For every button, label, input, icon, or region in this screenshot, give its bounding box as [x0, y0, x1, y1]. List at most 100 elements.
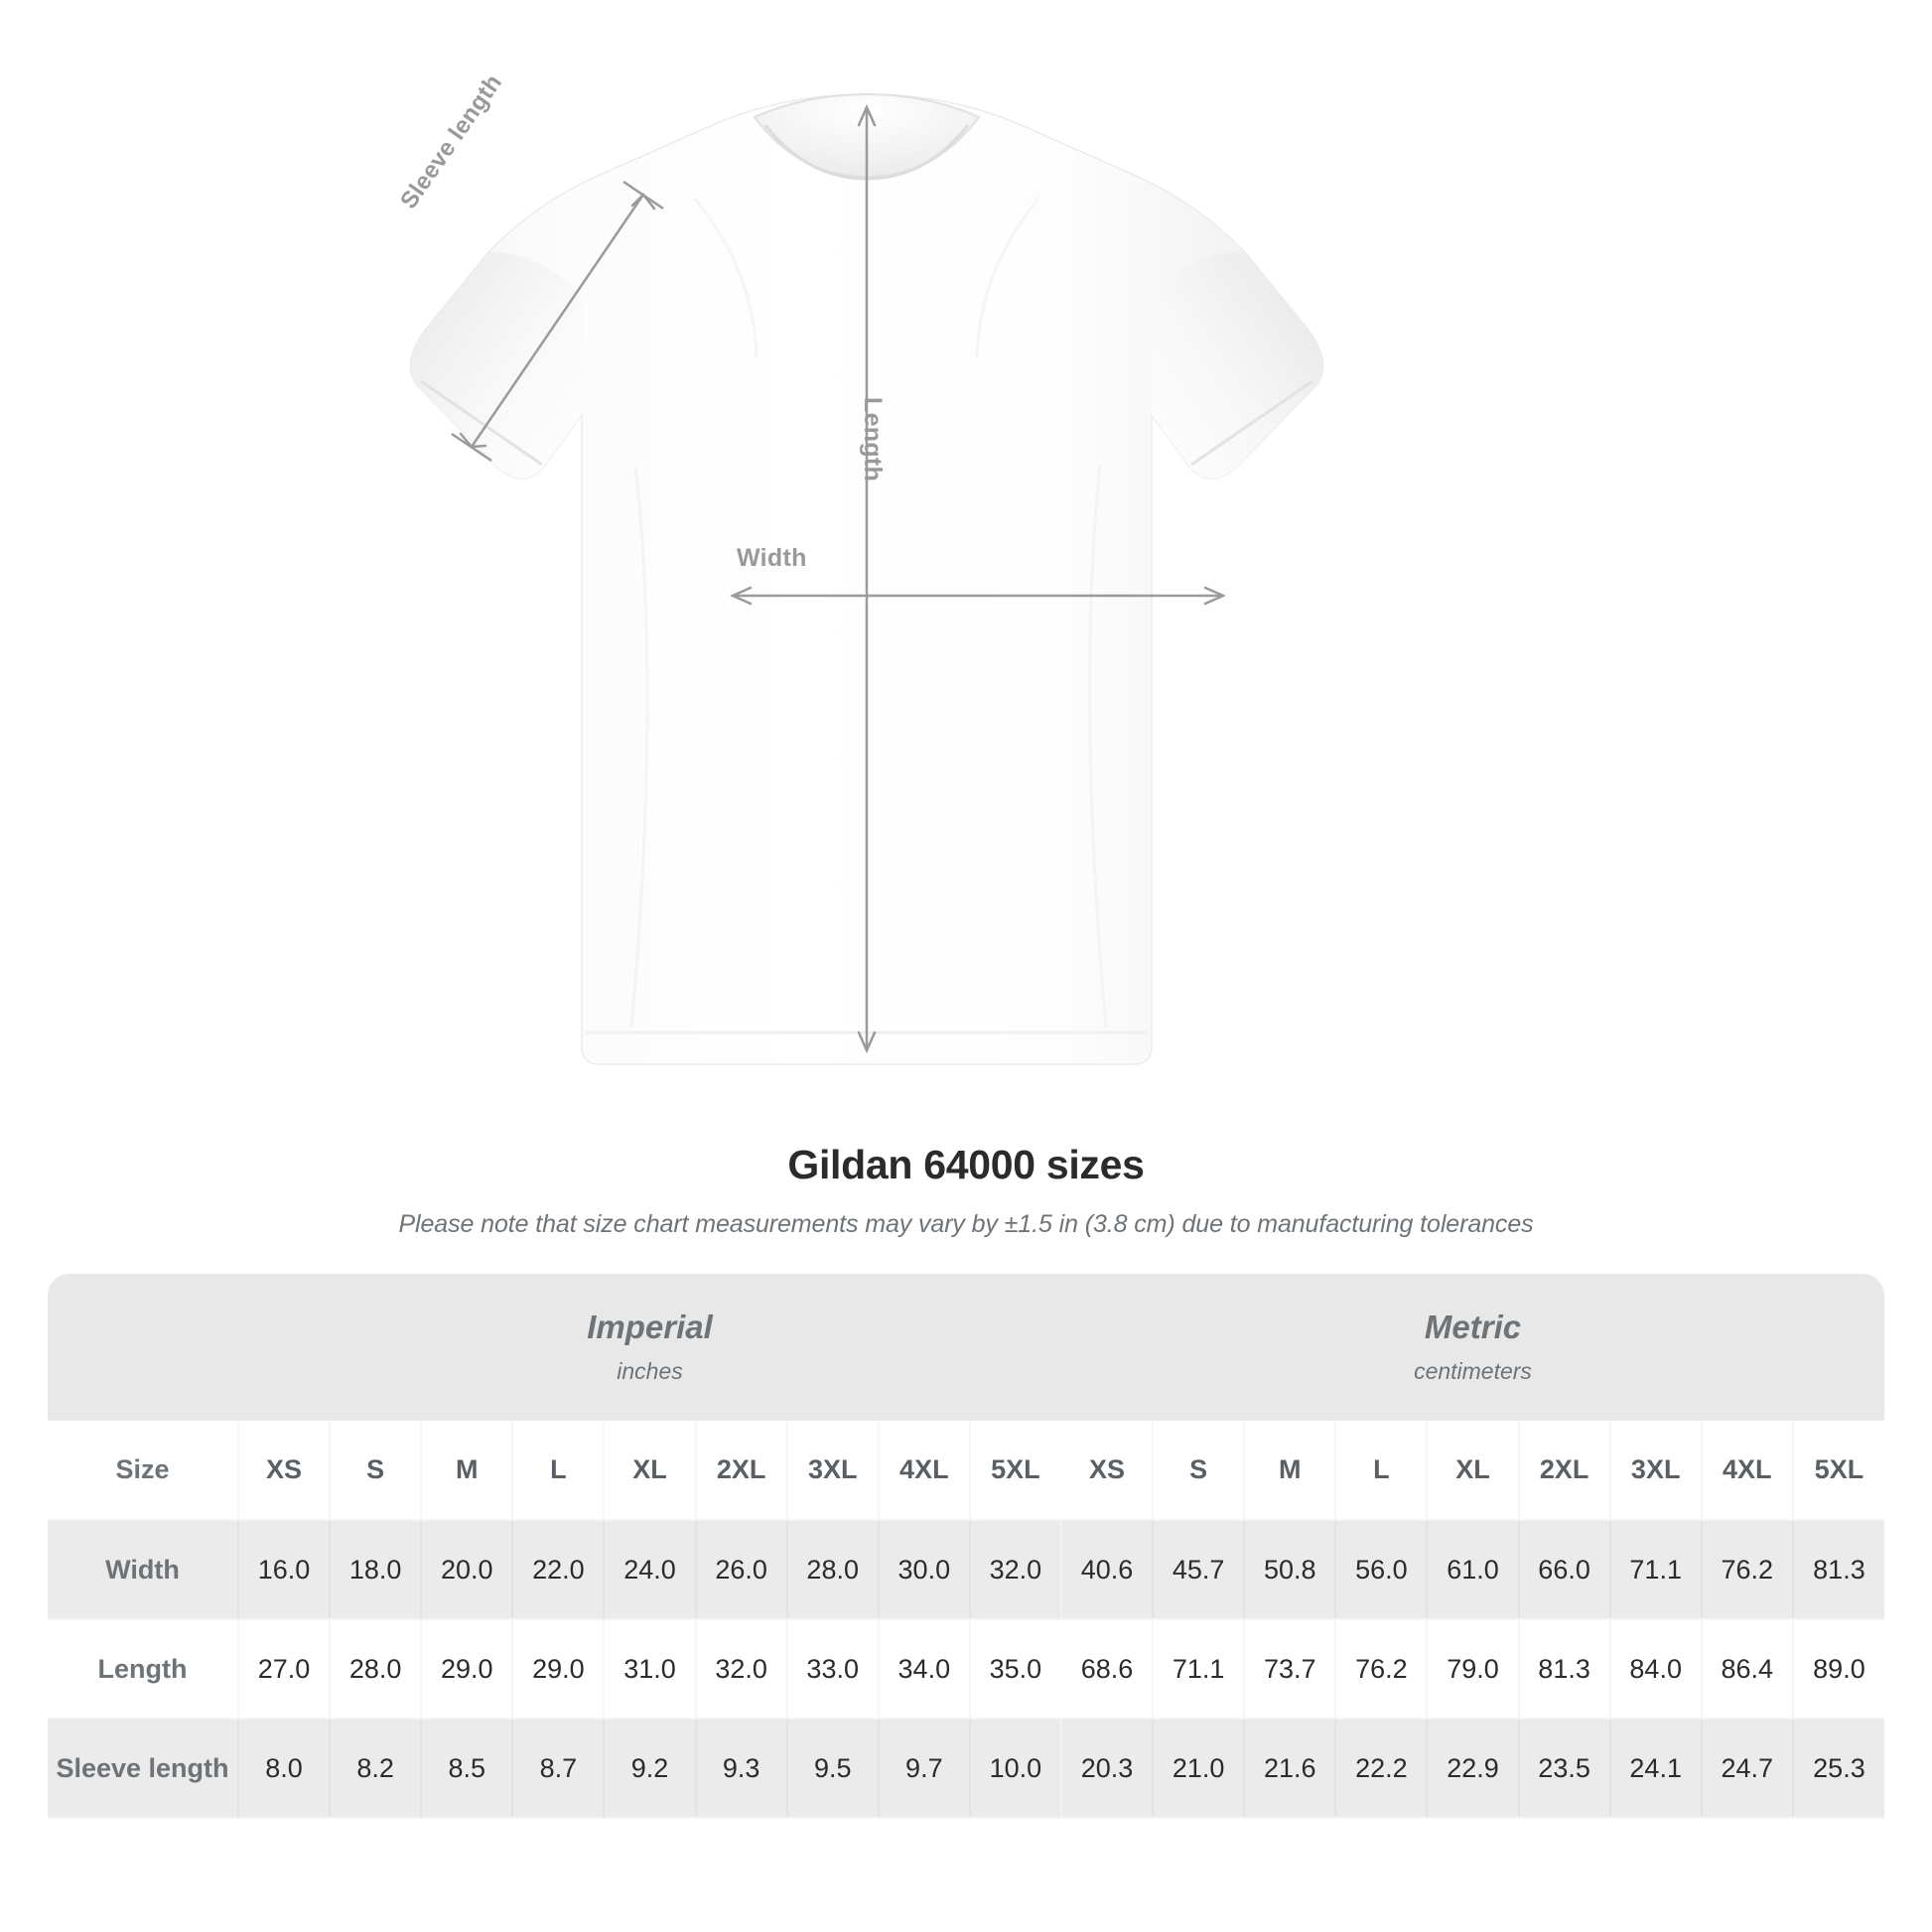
measurement-value: 21.6 — [1243, 1719, 1336, 1819]
page-title: Gildan 64000 sizes — [787, 1142, 1145, 1187]
measurement-value: 32.0 — [694, 1619, 787, 1720]
size-column-header-metric-l: L — [1334, 1421, 1428, 1521]
measurement-row-label: Length — [48, 1619, 238, 1720]
size-column-header-imperial-2xl: 2XL — [694, 1421, 787, 1521]
unit-name-label: centimeters — [1414, 1357, 1532, 1384]
measurement-value: 28.0 — [329, 1619, 422, 1720]
measurement-value: 24.1 — [1608, 1719, 1702, 1819]
measurement-value: 50.8 — [1243, 1520, 1336, 1620]
measurement-value: 28.0 — [785, 1520, 879, 1620]
measurement-value: 79.0 — [1426, 1619, 1519, 1720]
measurement-value: 9.2 — [603, 1719, 696, 1819]
measurement-value: 86.4 — [1700, 1619, 1793, 1720]
measurement-value: 76.2 — [1700, 1520, 1793, 1620]
size-column-header-imperial-4xl: 4XL — [877, 1421, 970, 1521]
unit-system-cell-metric: Metric centimeters — [1060, 1274, 1884, 1421]
size-column-header-metric-5xl: 5XL — [1791, 1421, 1884, 1521]
size-corner-label: Size — [48, 1421, 238, 1521]
size-column-header-imperial-3xl: 3XL — [785, 1421, 879, 1521]
measurement-value: 89.0 — [1791, 1619, 1884, 1720]
measurement-value: 45.7 — [1152, 1520, 1245, 1620]
size-column-header-imperial-xl: XL — [603, 1421, 696, 1521]
size-column-header-metric-xs: XS — [1059, 1421, 1154, 1521]
size-column-header-imperial-xs: XS — [236, 1421, 331, 1521]
measurement-value: 23.5 — [1517, 1719, 1610, 1819]
measurement-value: 61.0 — [1426, 1520, 1519, 1620]
length-dimension-label: Length — [859, 397, 887, 483]
title-block: Gildan 64000 sizes Please note that size… — [0, 1142, 1932, 1239]
measurement-value: 71.1 — [1608, 1520, 1702, 1620]
measurement-value: 30.0 — [877, 1520, 970, 1620]
size-header-row: Size XS S M L XL 2XL 3XL 4XL 5XL XS S M L XL 2XL 3XL 4XL 5… — [48, 1421, 1884, 1521]
measurement-value: 81.3 — [1517, 1619, 1610, 1720]
unit-system-label: Metric — [1424, 1309, 1522, 1346]
measurement-value: 35.0 — [968, 1619, 1061, 1720]
measurement-row-label: Width — [48, 1520, 238, 1620]
measurement-value: 22.2 — [1334, 1719, 1428, 1819]
measurement-value: 8.5 — [420, 1719, 513, 1819]
table-row: Length 27.0 28.0 29.0 29.0 31.0 32.0 33.0 34.0 35… — [48, 1619, 1884, 1720]
size-chart-card: Imperial inches Metric centimeters Size XS S M L… — [48, 1274, 1884, 1819]
measurement-value: 22.9 — [1426, 1719, 1519, 1819]
measurement-value: 9.5 — [785, 1719, 879, 1819]
measurement-value: 16.0 — [236, 1520, 331, 1620]
measurement-value: 10.0 — [968, 1719, 1061, 1819]
unit-system-label: Imperial — [587, 1309, 713, 1346]
dimension-lines — [451, 103, 1227, 1054]
measurement-value: 29.0 — [420, 1619, 513, 1720]
measurement-value: 22.0 — [511, 1520, 605, 1620]
measurement-value: 27.0 — [236, 1619, 331, 1720]
width-dimension-label: Width — [737, 544, 807, 572]
measurement-value: 40.6 — [1059, 1520, 1154, 1620]
measurement-value: 8.7 — [511, 1719, 605, 1819]
size-column-header-metric-3xl: 3XL — [1608, 1421, 1702, 1521]
measurement-value: 31.0 — [603, 1619, 696, 1720]
measurement-value: 76.2 — [1334, 1619, 1428, 1720]
measurement-value: 84.0 — [1608, 1619, 1702, 1720]
size-column-header-metric-4xl: 4XL — [1700, 1421, 1793, 1521]
measurement-value: 24.7 — [1700, 1719, 1793, 1819]
units-corner-cell — [48, 1274, 238, 1421]
measurement-value: 71.1 — [1152, 1619, 1245, 1720]
size-column-header-imperial-s: S — [329, 1421, 422, 1521]
t-shirt-illustration — [409, 92, 1324, 1065]
measurement-value: 29.0 — [511, 1619, 605, 1720]
measurement-value: 9.7 — [877, 1719, 970, 1819]
size-column-header-metric-s: S — [1152, 1421, 1245, 1521]
measurement-value: 20.3 — [1059, 1719, 1154, 1819]
size-column-header-metric-2xl: 2XL — [1517, 1421, 1610, 1521]
measurement-value: 73.7 — [1243, 1619, 1336, 1720]
measurement-value: 56.0 — [1334, 1520, 1428, 1620]
measurement-value: 21.0 — [1152, 1719, 1245, 1819]
unit-system-cell-imperial: Imperial inches — [238, 1274, 1061, 1421]
sleeve-dimension-line — [470, 194, 645, 448]
table-row: Width 16.0 18.0 20.0 22.0 24.0 26.0 28.0 30.0 32.… — [48, 1520, 1884, 1620]
measurement-value: 9.3 — [694, 1719, 787, 1819]
size-column-header-metric-xl: XL — [1426, 1421, 1519, 1521]
measurement-value: 20.0 — [420, 1520, 513, 1620]
measurement-value: 32.0 — [968, 1520, 1061, 1620]
tolerance-note: Please note that size chart measurements… — [398, 1210, 1534, 1238]
t-shirt-diagram: Sleeve length Length Width — [395, 69, 1324, 1065]
measurement-value: 18.0 — [329, 1520, 422, 1620]
measurement-value: 66.0 — [1517, 1520, 1610, 1620]
measurement-value: 34.0 — [877, 1619, 970, 1720]
measurement-value: 33.0 — [785, 1619, 879, 1720]
size-column-header-imperial-5xl: 5XL — [968, 1421, 1061, 1521]
size-chart-table: Imperial inches Metric centimeters Size XS S M L… — [48, 1274, 1884, 1819]
measurement-value: 68.6 — [1059, 1619, 1154, 1720]
size-column-header-imperial-m: M — [420, 1421, 513, 1521]
size-column-header-metric-m: M — [1243, 1421, 1336, 1521]
measurement-value: 81.3 — [1791, 1520, 1884, 1620]
measurement-value: 26.0 — [694, 1520, 787, 1620]
measurement-row-label: Sleeve length — [48, 1719, 238, 1819]
units-banner-row: Imperial inches Metric centimeters — [48, 1274, 1884, 1421]
table-row: Sleeve length 8.0 8.2 8.5 8.7 9.2 9.3 9.5 9.7 10.… — [48, 1719, 1884, 1819]
measurement-value: 8.2 — [329, 1719, 422, 1819]
measurement-value: 25.3 — [1791, 1719, 1884, 1819]
size-column-header-imperial-l: L — [511, 1421, 605, 1521]
measurement-value: 24.0 — [603, 1520, 696, 1620]
measurement-value: 8.0 — [236, 1719, 331, 1819]
unit-name-label: inches — [617, 1357, 683, 1384]
